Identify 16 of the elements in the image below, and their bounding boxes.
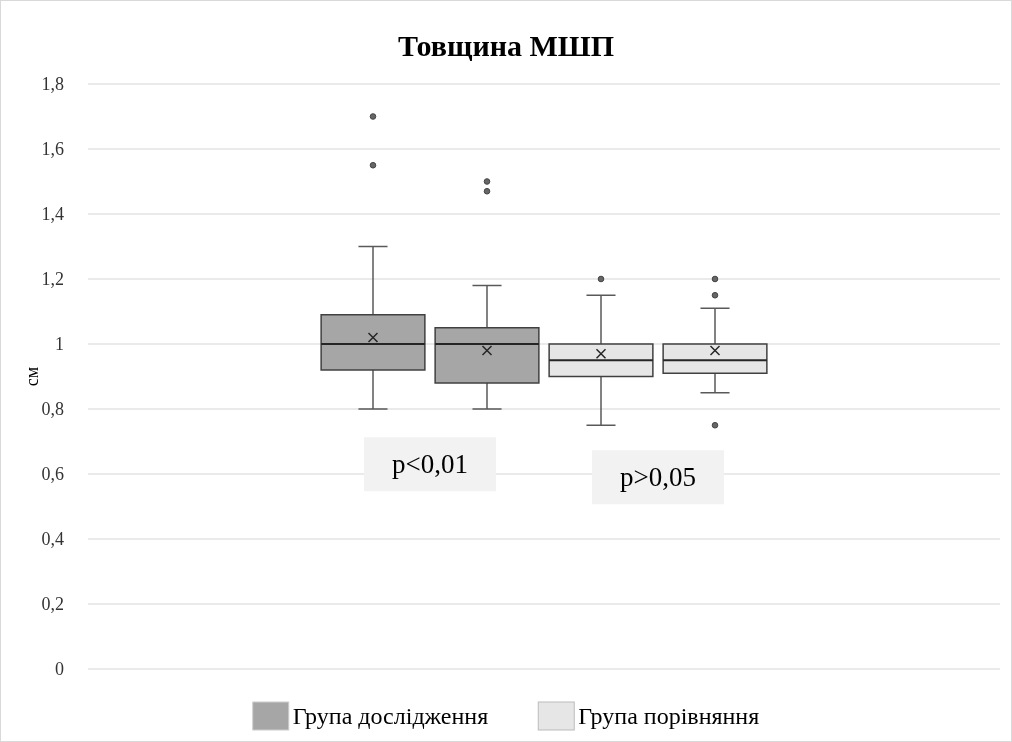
- y-axis-title: см: [22, 366, 42, 387]
- annotation: p>0,05: [620, 462, 697, 493]
- annotation: p<0,01: [392, 449, 469, 480]
- y-tick-label: 1,4: [41, 204, 64, 225]
- y-tick-label: 0,4: [41, 529, 64, 550]
- y-tick-label: 1,2: [41, 269, 64, 290]
- y-tick-label: 0,2: [41, 594, 64, 615]
- y-tick-label: 0: [55, 659, 64, 680]
- legend-label: Група дослідження: [292, 703, 489, 729]
- y-tick-label: 1: [55, 334, 64, 355]
- y-tick-label: 0,8: [41, 399, 64, 420]
- y-tick-label: 1,6: [41, 139, 64, 160]
- chart-title: Товщина МШП: [397, 29, 615, 62]
- y-tick-label: 1,8: [41, 74, 64, 95]
- y-tick-label: 0,6: [41, 464, 64, 485]
- legend-label: Група порівняння: [578, 703, 760, 729]
